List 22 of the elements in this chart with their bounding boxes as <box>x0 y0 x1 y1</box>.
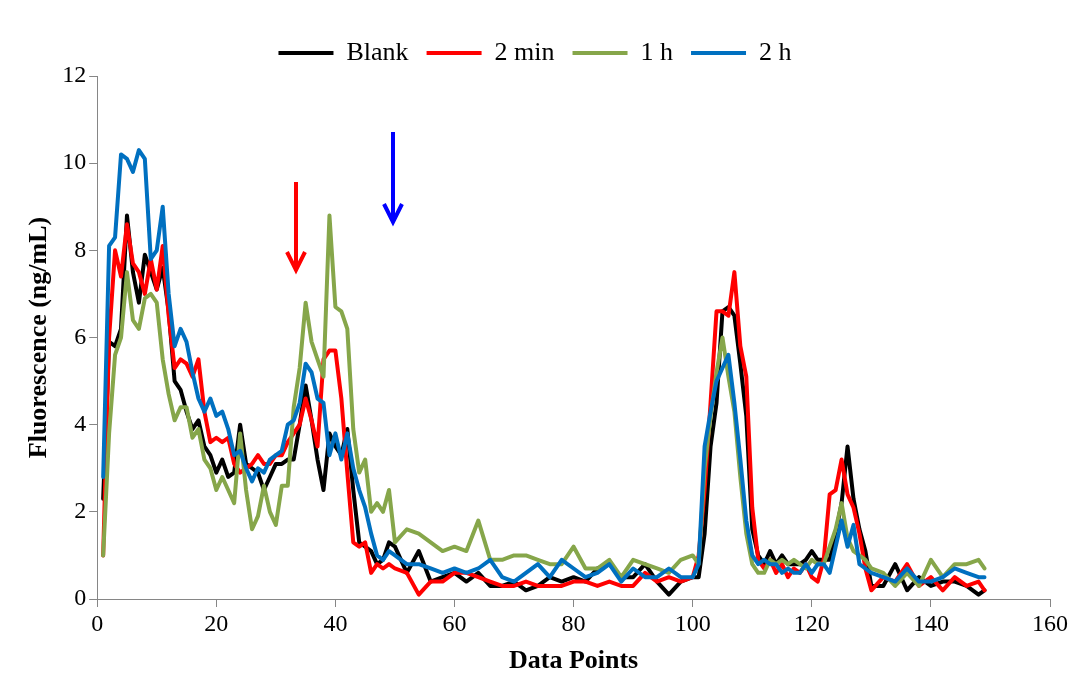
y-tick-label: 0 <box>74 584 87 611</box>
x-tick-label: 140 <box>912 609 949 636</box>
legend-label: Blank <box>346 36 409 66</box>
y-tick-label: 2 <box>74 497 87 524</box>
x-tick-label: 40 <box>323 609 348 636</box>
x-tick-label: 0 <box>91 609 104 636</box>
x-tick-label: 160 <box>1032 609 1068 636</box>
y-tick-label: 12 <box>62 61 87 88</box>
y-axis-title: Fluorescence (ng/mL) <box>23 216 53 459</box>
y-tick-label: 4 <box>74 409 87 436</box>
y-tick-label: 6 <box>74 322 87 349</box>
legend-label: 2 min <box>494 36 555 66</box>
x-tick-label: 120 <box>793 609 830 636</box>
x-tick-label: 60 <box>442 609 467 636</box>
x-tick-label: 80 <box>561 609 586 636</box>
legend-label: 1 h <box>640 36 674 66</box>
x-tick-label: 100 <box>674 609 711 636</box>
legend-label: 2 h <box>759 36 792 66</box>
y-tick-label: 10 <box>62 148 87 175</box>
y-tick-label: 8 <box>74 235 87 262</box>
x-axis-title: Data Points <box>508 645 639 675</box>
x-tick-label: 20 <box>204 609 229 636</box>
